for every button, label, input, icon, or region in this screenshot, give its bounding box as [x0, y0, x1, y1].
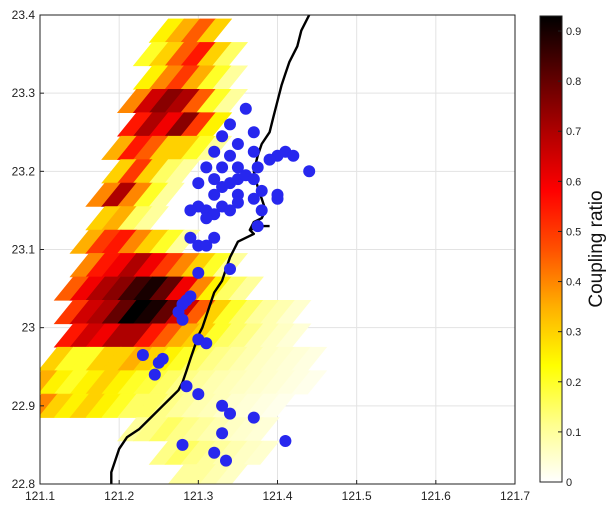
- earthquake-point: [176, 438, 189, 451]
- earthquake-point: [303, 165, 316, 178]
- coupling-cells: [40, 18, 328, 484]
- coupling-cell: [183, 464, 217, 484]
- earthquake-point: [184, 231, 197, 244]
- colorbar-tick-label: 0.3: [566, 327, 581, 339]
- x-tick-label: 121.2: [104, 489, 134, 503]
- earthquake-point: [180, 380, 193, 393]
- earthquake-point: [176, 313, 189, 326]
- x-tick-label: 121.1: [25, 489, 55, 503]
- plot-area: 121.1 121.2 121.3 121.4 121.5 121.6 121.7 22.8…: [12, 8, 531, 503]
- earthquake-point: [152, 356, 165, 369]
- earthquake-point: [239, 102, 252, 115]
- earthquake-markers: [136, 102, 316, 467]
- earthquake-point: [216, 427, 229, 440]
- x-tick-label: 121.7: [500, 489, 530, 503]
- y-tick-label: 23.4: [12, 8, 36, 22]
- earthquake-point: [148, 368, 161, 381]
- earthquake-point: [216, 399, 229, 412]
- coupling-cell: [215, 464, 249, 484]
- earthquake-point: [271, 188, 284, 201]
- earthquake-point: [247, 145, 260, 158]
- earthquake-point: [231, 196, 244, 209]
- colorbar-tick-label: 0.1: [566, 427, 581, 439]
- earthquake-point: [224, 118, 236, 131]
- colorbar-tick-label: 0.2: [566, 377, 581, 389]
- earthquake-point: [200, 239, 213, 252]
- earthquake-point: [192, 266, 205, 279]
- earthquake-point: [231, 138, 244, 150]
- earthquake-point: [208, 188, 221, 201]
- earthquake-point: [287, 149, 300, 162]
- colorbar-tick-label: 0.9: [566, 26, 581, 38]
- x-tick-label: 121.5: [342, 489, 372, 503]
- colorbar: 0 0.1 0.2 0.3 0.4 0.5 0.6 0.7 0.8 0.9 Coupling ra…: [539, 15, 607, 489]
- y-tick-label: 23.1: [12, 243, 36, 257]
- y-tick-label: 23.2: [12, 164, 36, 178]
- earthquake-point: [224, 149, 236, 162]
- earthquake-point: [200, 337, 213, 350]
- earthquake-point: [251, 220, 264, 233]
- y-tick-label: 22.8: [12, 477, 36, 491]
- earthquake-point: [200, 161, 213, 174]
- colorbar-tick-label: 0.6: [566, 176, 581, 188]
- coupling-cell: [291, 370, 328, 395]
- colorbar-ticks: 0 0.1 0.2 0.3 0.4 0.5 0.6 0.7 0.8 0.9: [558, 26, 581, 489]
- earthquake-point: [192, 177, 205, 190]
- earthquake-point: [216, 161, 229, 174]
- earthquake-point: [216, 130, 229, 143]
- earthquake-point: [224, 204, 236, 217]
- earthquake-point: [208, 145, 221, 158]
- y-tick-label: 22.9: [12, 399, 36, 413]
- earthquake-point: [200, 212, 213, 225]
- coupling-cell: [167, 464, 201, 484]
- earthquake-point: [279, 435, 292, 447]
- earthquake-point: [247, 126, 260, 139]
- x-tick-label: 121.3: [183, 489, 213, 503]
- earthquake-point: [224, 263, 236, 275]
- earthquake-point: [255, 184, 268, 197]
- earthquake-point: [208, 231, 221, 244]
- earthquake-point: [251, 161, 264, 174]
- earthquake-point: [184, 204, 197, 217]
- earthquake-point: [220, 454, 232, 467]
- y-axis-ticks: 22.8 22.9 23 23.1 23.2 23.3 23.4: [12, 8, 44, 491]
- earthquake-point: [255, 204, 268, 217]
- colorbar-tick-label: 0.8: [566, 76, 581, 88]
- colorbar-tick-label: 0.5: [566, 226, 581, 238]
- earthquake-point: [263, 153, 276, 166]
- earthquake-point: [136, 349, 149, 361]
- colorbar-tick-label: 0.4: [566, 277, 581, 289]
- x-axis-ticks: 121.1 121.2 121.3 121.4 121.5 121.6 121.7: [25, 480, 530, 503]
- earthquake-point: [224, 177, 236, 190]
- colorbar-gradient: [539, 15, 563, 483]
- earthquake-point: [247, 173, 260, 186]
- y-tick-label: 23.3: [12, 86, 36, 100]
- coastline-path: [110, 15, 311, 484]
- coupling-cell: [243, 440, 280, 465]
- earthquake-point: [231, 161, 244, 174]
- y-tick-label: 23: [22, 321, 36, 335]
- earthquake-point: [224, 407, 236, 420]
- earthquake-point: [208, 446, 221, 459]
- earthquake-point: [247, 192, 260, 205]
- x-tick-label: 121.6: [421, 489, 451, 503]
- earthquake-point: [208, 173, 221, 186]
- x-tick-label: 121.4: [262, 489, 292, 503]
- earthquake-point: [247, 411, 260, 424]
- colorbar-tick-label: 0.7: [566, 126, 581, 138]
- colorbar-tick-label: 0: [566, 477, 572, 489]
- earthquake-point: [192, 388, 205, 401]
- colorbar-label: Coupling ratio: [586, 190, 607, 307]
